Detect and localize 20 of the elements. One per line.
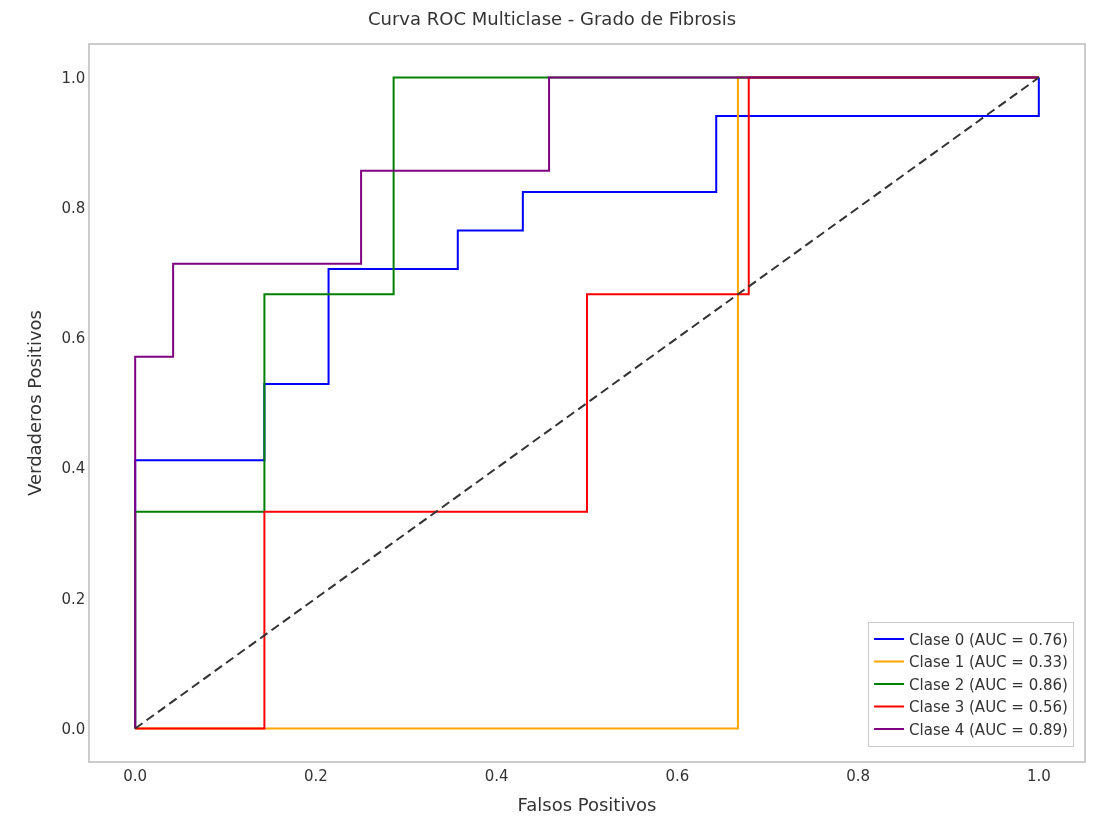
y-tick-label: 0.6 <box>61 329 86 348</box>
y-tick-label: 0.2 <box>61 589 86 608</box>
x-tick-label: 0.4 <box>484 766 509 785</box>
y-tick-label: 0.0 <box>61 719 86 738</box>
x-tick-label: 0.6 <box>665 766 690 785</box>
legend-label: Clase 0 (AUC = 0.76) <box>909 630 1068 649</box>
legend-label: Clase 1 (AUC = 0.33) <box>909 653 1068 672</box>
legend-label: Clase 4 (AUC = 0.89) <box>909 720 1068 739</box>
y-axis-title: Verdaderos Positivos <box>24 310 46 496</box>
x-axis-title: Falsos Positivos <box>517 794 657 816</box>
chart-title: Curva ROC Multiclase - Grado de Fibrosis <box>367 8 737 30</box>
y-tick-label: 0.8 <box>61 198 86 217</box>
x-tick-label: 0.2 <box>303 766 328 785</box>
x-tick-label: 1.0 <box>1026 766 1051 785</box>
y-tick-label: 1.0 <box>61 68 86 87</box>
y-tick-label: 0.4 <box>61 459 86 478</box>
x-tick-label: 0.0 <box>123 766 148 785</box>
legend-label: Clase 3 (AUC = 0.56) <box>909 698 1068 717</box>
legend-label: Clase 2 (AUC = 0.86) <box>909 675 1068 694</box>
x-tick-label: 0.8 <box>846 766 871 785</box>
